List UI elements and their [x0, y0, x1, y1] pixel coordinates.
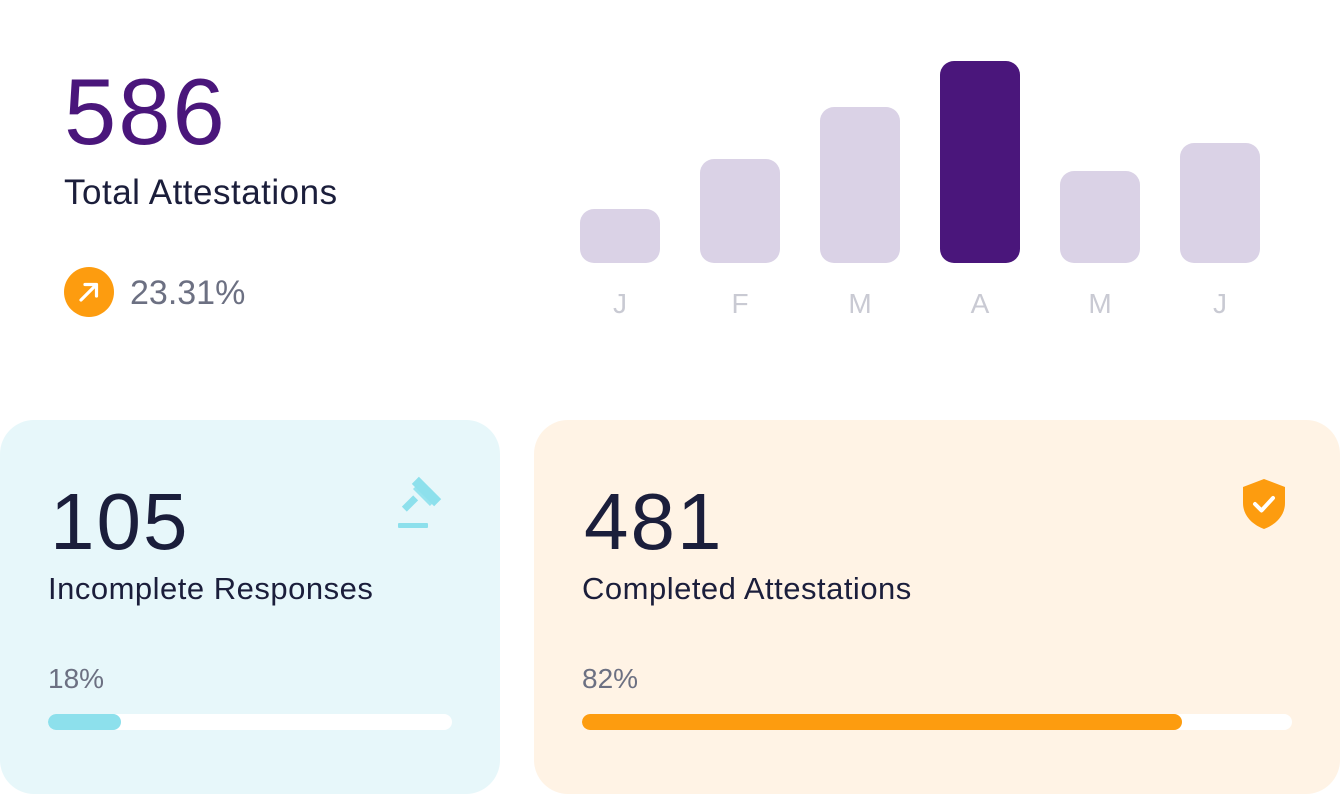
bar-3: [940, 61, 1020, 263]
incomplete-responses-label: Incomplete Responses: [48, 571, 374, 606]
incomplete-progress-fill: [48, 714, 121, 730]
bar-1: [700, 159, 780, 263]
completed-progress-fill: [582, 714, 1182, 730]
incomplete-responses-percentage: 18%: [48, 663, 105, 694]
completed-attestations-card[interactable]: 481 Completed Attestations 82%: [534, 420, 1340, 794]
bar-label-2: M: [848, 288, 872, 319]
bar-5: [1180, 143, 1260, 263]
bar-2: [820, 107, 900, 263]
completed-progress-track: [582, 714, 1292, 730]
total-attestations-value: 586: [64, 59, 227, 164]
bar-0: [580, 209, 660, 263]
completed-attestations-percentage: 82%: [582, 663, 639, 694]
bar-label-0: J: [613, 288, 627, 319]
bar-label-3: A: [970, 288, 990, 319]
incomplete-responses-value: 105: [50, 477, 190, 566]
total-attestations-label: Total Attestations: [64, 173, 338, 212]
completed-attestations-label: Completed Attestations: [582, 571, 912, 606]
trend-percentage: 23.31%: [130, 274, 246, 312]
bar-label-5: J: [1213, 288, 1227, 319]
gavel-icon: [396, 476, 450, 530]
incomplete-progress-track: [48, 714, 452, 730]
bar-label-4: M: [1088, 288, 1112, 319]
incomplete-responses-card[interactable]: 105 Incomplete Responses 18%: [0, 420, 500, 794]
bar-label-1: F: [731, 288, 749, 319]
shield-check-icon: [1242, 478, 1286, 530]
bar-4: [1060, 171, 1140, 263]
completed-attestations-value: 481: [584, 477, 724, 566]
arrow-up-right-icon: [64, 267, 114, 317]
